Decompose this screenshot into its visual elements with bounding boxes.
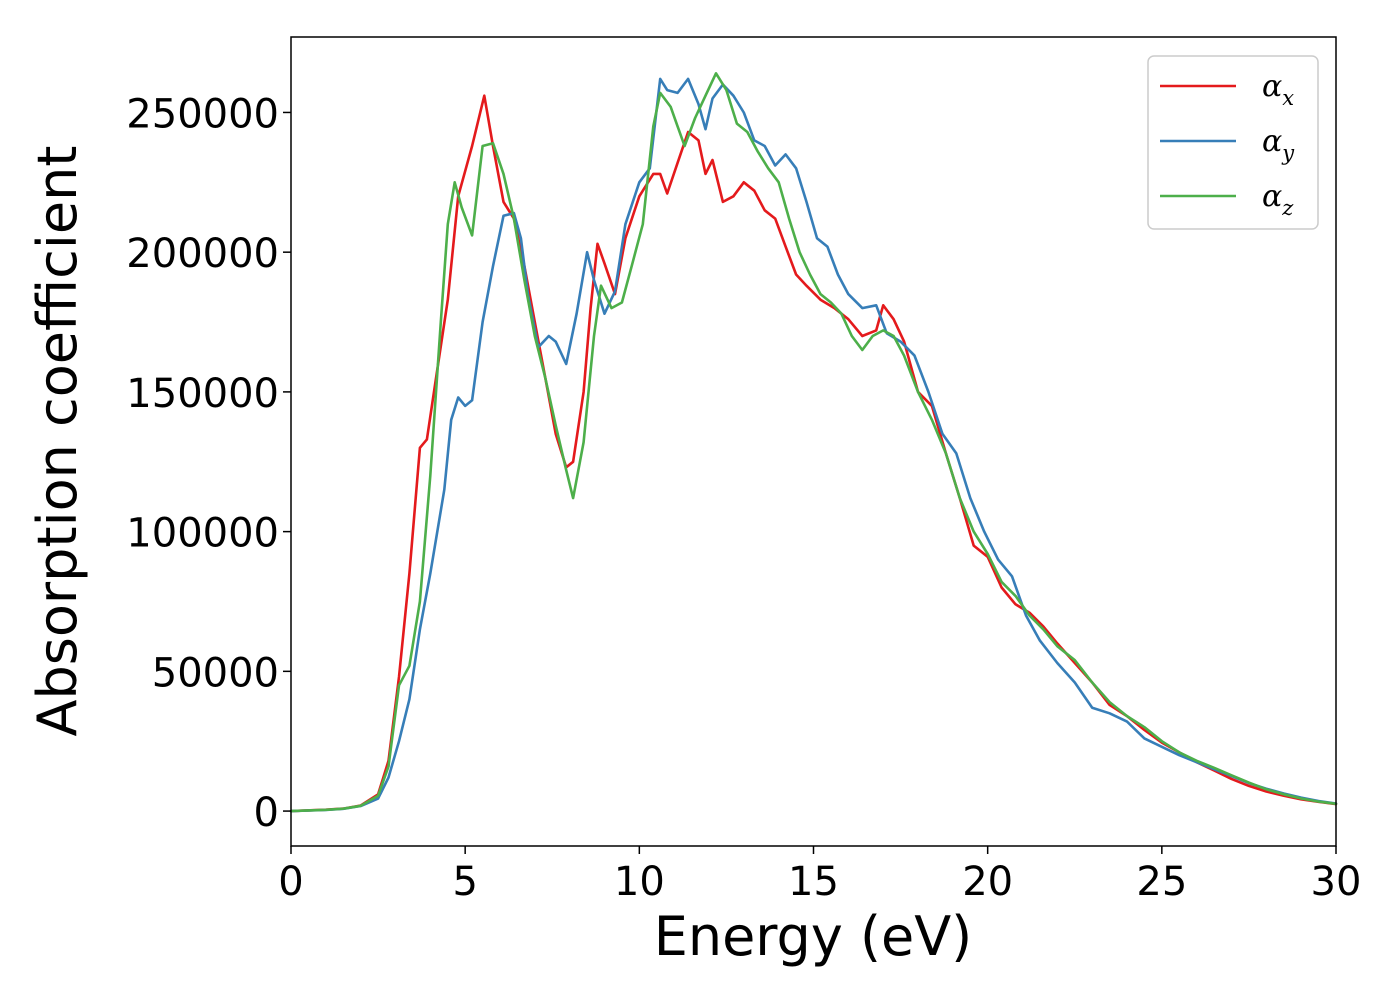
legend-subscript: y — [1281, 141, 1295, 165]
legend-label: αz — [1262, 179, 1294, 220]
x-tick-label: 0 — [278, 859, 303, 905]
legend-label: αx — [1262, 69, 1294, 110]
x-tick-label: 5 — [452, 859, 477, 905]
legend-box — [1147, 55, 1319, 230]
legend-subscript: z — [1281, 196, 1294, 220]
legend-item-alpha-y: αy — [1160, 124, 1295, 165]
y-tick-label: 250000 — [126, 91, 279, 137]
legend-symbol: α — [1262, 124, 1282, 159]
x-tick-label: 30 — [1311, 859, 1362, 905]
series-line-alpha-y — [289, 77, 1338, 813]
legend-symbol: α — [1262, 179, 1282, 214]
x-tick-label: 25 — [1136, 859, 1187, 905]
y-tick-label: 150000 — [126, 371, 279, 417]
y-tick-label: 50000 — [152, 650, 279, 696]
x-axis-ticks: 0 5 10 15 20 25 30 — [278, 846, 1361, 905]
legend-symbol: α — [1262, 69, 1282, 104]
series-line-alpha-z — [289, 72, 1338, 813]
y-tick-label: 100000 — [126, 511, 279, 557]
legend-subscript: x — [1282, 86, 1294, 110]
legend-label: αy — [1262, 124, 1295, 165]
x-tick-label: 15 — [788, 859, 839, 905]
y-tick-label: 0 — [254, 790, 279, 836]
y-tick-label: 200000 — [126, 231, 279, 277]
x-tick-label: 20 — [962, 859, 1013, 905]
x-tick-label: 10 — [614, 859, 665, 905]
y-axis-title: Absorption coefficient — [26, 146, 89, 737]
y-axis-ticks: 0 50000 100000 150000 200000 250000 — [126, 91, 291, 836]
x-axis-title: Energy (eV) — [654, 905, 973, 968]
legend-item-alpha-x: αx — [1160, 69, 1294, 110]
legend-item-alpha-z: αz — [1160, 179, 1294, 220]
series-layer — [289, 72, 1338, 813]
